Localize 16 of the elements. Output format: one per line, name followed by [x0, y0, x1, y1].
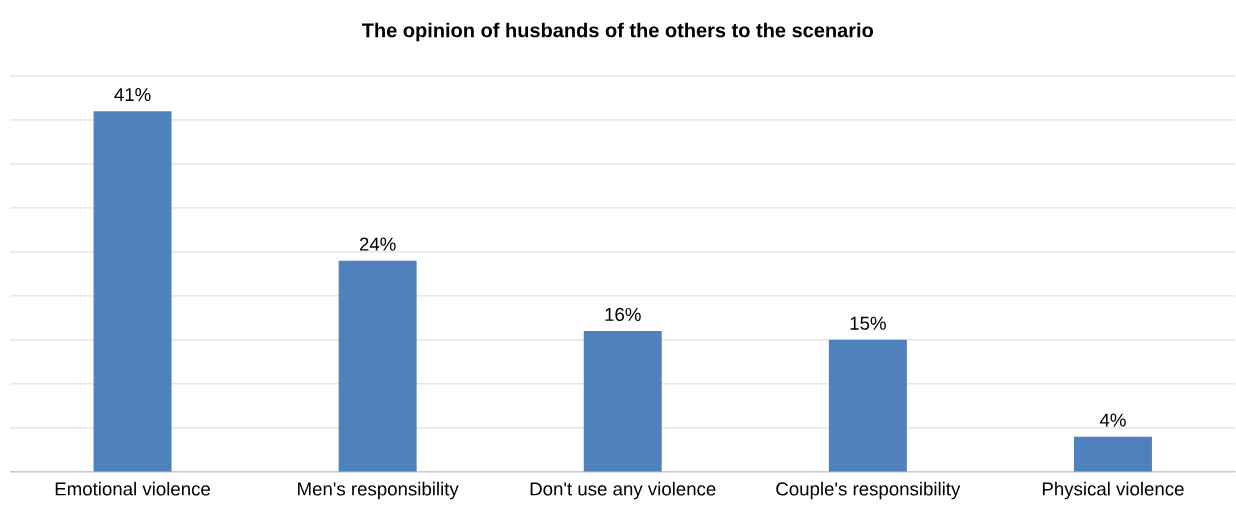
data-label: 16%: [605, 307, 641, 322]
bar: [338, 260, 417, 472]
x-tick-label: Emotional violence: [55, 481, 210, 496]
x-tick-label: Don't use any violence: [530, 481, 716, 500]
x-tick-label: Men's responsibility: [298, 481, 459, 500]
bar: [1073, 436, 1152, 472]
x-tick-label: Physical violence: [1042, 481, 1184, 500]
bar: [583, 331, 662, 472]
data-label: 24%: [359, 237, 396, 251]
bar: [93, 111, 172, 472]
data-label: 41%: [114, 88, 151, 102]
chart-title: The opinion of husbands of the others to the scenario: [361, 22, 874, 42]
data-label: 15%: [850, 316, 886, 330]
data-label: 4%: [1099, 413, 1126, 427]
bar: [828, 339, 907, 472]
x-tick-label: Couple's responsibility: [776, 481, 961, 500]
